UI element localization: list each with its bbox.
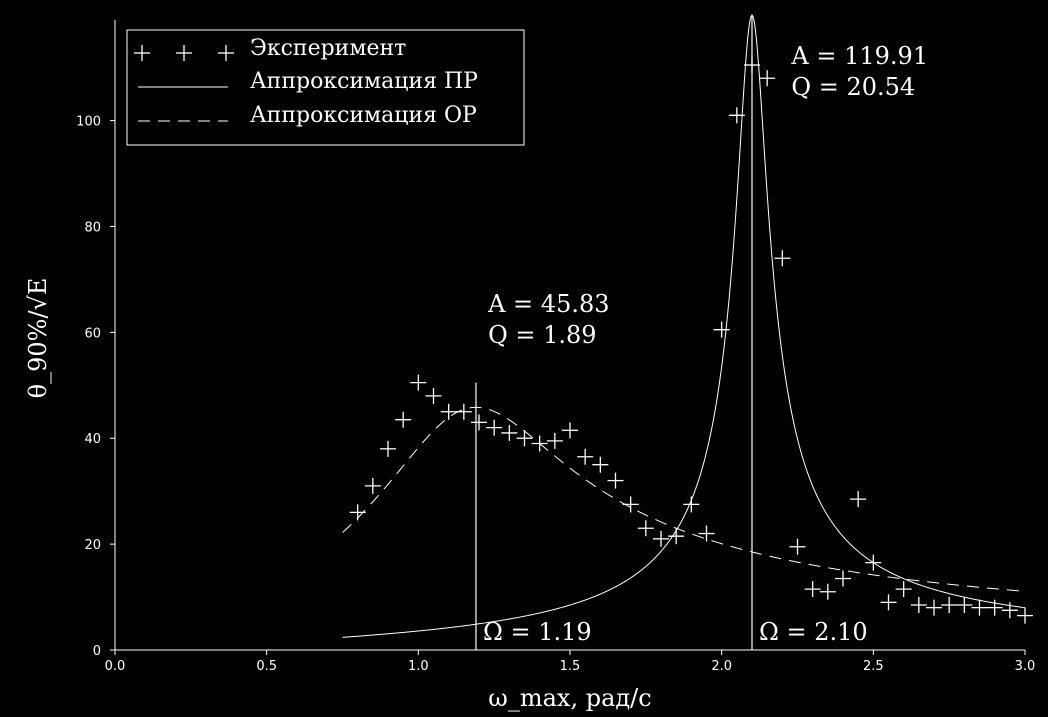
legend-marker-sample (134, 45, 234, 61)
experiment-point (395, 411, 412, 428)
annotation-a: A = 119.91 (790, 42, 928, 70)
omega-lines (475, 14, 753, 650)
y-axis-label: θ_90%/√E (24, 278, 52, 399)
experiment-point (380, 440, 396, 457)
experiment-point (516, 430, 533, 447)
experiment-point (486, 419, 503, 436)
experiment-point (546, 432, 563, 449)
fit-curve-pr (342, 14, 1026, 638)
fit-curves (342, 14, 1026, 638)
x-tick-label: 3.0 (1015, 659, 1036, 674)
experiment-point (440, 403, 457, 420)
annotation-q: Q = 20.54 (791, 73, 915, 101)
experiment-point (349, 504, 366, 521)
x-tick-label: 2.5 (863, 659, 884, 674)
experiment-point (562, 422, 578, 439)
experiment-point (880, 594, 897, 611)
legend-marker (218, 45, 234, 61)
x-tick-label: 1.0 (408, 659, 429, 674)
experiment-point (425, 387, 442, 404)
x-tick-label: 1.5 (560, 659, 581, 674)
experiment-point (531, 435, 548, 452)
experiment-point (1001, 602, 1018, 619)
annotation-q: Q = 1.89 (488, 321, 596, 349)
experiment-point (668, 528, 685, 545)
x-tick-label: 0.5 (256, 659, 277, 674)
experiment-point (895, 581, 912, 598)
x-tick-label: 0.0 (105, 659, 126, 674)
experiment-point (607, 472, 624, 489)
experiment-point (364, 477, 381, 494)
experiment-point (941, 597, 958, 613)
x-tick-label: 2.0 (711, 659, 732, 674)
annotation-a: A = 45.83 (487, 290, 609, 318)
experiment-point (1017, 607, 1033, 624)
fit-curve-or (342, 406, 1026, 592)
omega-label: Ω = 2.10 (759, 618, 868, 646)
experiment-point (910, 597, 927, 613)
experiment-point (653, 530, 669, 547)
experiment-point (455, 403, 472, 420)
experiment-point (774, 250, 791, 267)
legend-marker (176, 45, 192, 61)
experiment-point (637, 520, 654, 537)
experiment-point (622, 496, 639, 513)
experiment-point (698, 525, 715, 542)
y-tick-label: 80 (84, 220, 101, 235)
experiment-point (789, 538, 806, 555)
legend: Эксперимент Аппроксимация ПР Аппроксимац… (126, 29, 525, 146)
y-tick-label: 40 (84, 432, 101, 447)
y-tick-label: 20 (84, 538, 101, 553)
experiment-point (956, 597, 973, 613)
legend-label-fit-or: Аппроксимация ОР (250, 103, 477, 128)
y-tick-label: 60 (84, 326, 101, 341)
experiment-point (744, 57, 760, 73)
x-axis-label: ω_max, рад/с (488, 684, 651, 712)
annotations: Ω = 1.19 A = 45.83 Q = 1.89 Ω = 2.10 A = 119… (483, 42, 928, 646)
experiment-markers (349, 57, 1033, 624)
y-tick-label: 100 (76, 115, 101, 130)
experiment-point (501, 424, 518, 441)
experiment-point (835, 570, 851, 587)
experiment-point (683, 496, 700, 513)
experiment-point (926, 599, 942, 616)
experiment-point (713, 321, 730, 338)
experiment-point (728, 107, 745, 124)
experiment-point (410, 374, 427, 391)
experiment-point (971, 599, 988, 616)
experiment-point (986, 599, 1003, 616)
axes: 0.0 0.5 1.0 1.5 2.0 2.5 3.0 0 20 40 60 80 100 (76, 20, 1035, 674)
experiment-point (759, 70, 776, 87)
experiment-point (819, 583, 836, 600)
experiment-point (804, 581, 821, 598)
y-tick-label: 0 (93, 644, 101, 659)
experiment-point (577, 448, 594, 465)
omega-label: Ω = 1.19 (483, 618, 592, 646)
experiment-point (850, 491, 867, 508)
experiment-point (865, 554, 882, 571)
legend-label-experiment: Эксперимент (250, 36, 406, 61)
legend-label-fit-pr: Аппроксимация ПР (250, 69, 478, 94)
experiment-point (471, 414, 487, 431)
experiment-point (592, 456, 609, 473)
legend-marker (134, 45, 150, 61)
